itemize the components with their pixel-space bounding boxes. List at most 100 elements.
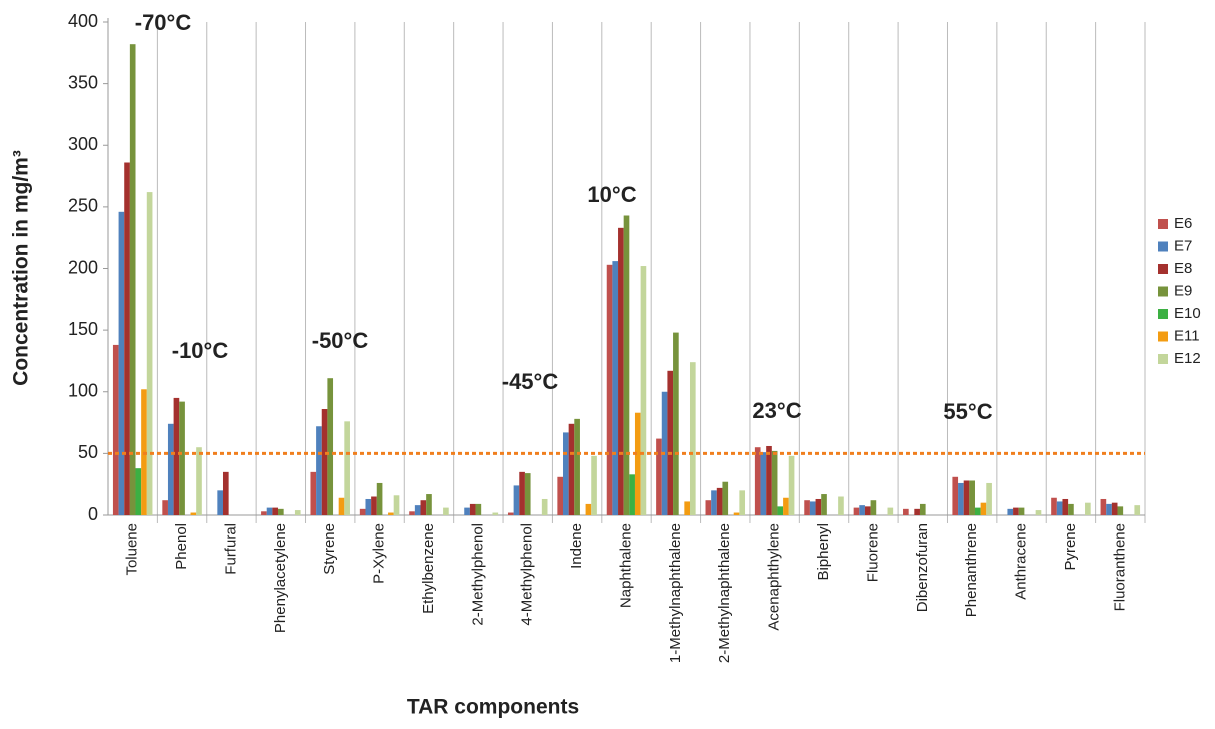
- bar: [1134, 505, 1141, 515]
- bar: [771, 450, 778, 515]
- legend-label: E10: [1174, 305, 1201, 322]
- bar: [568, 423, 575, 515]
- bar: [1068, 503, 1074, 515]
- x-tick-label: Anthracene: [1013, 523, 1030, 600]
- bar: [310, 471, 317, 515]
- bar: [809, 501, 816, 515]
- y-tick-label: 300: [68, 134, 98, 154]
- bar: [112, 344, 119, 515]
- bar: [1035, 510, 1042, 515]
- bar: [618, 227, 624, 515]
- x-tick-label: Furfural: [222, 523, 239, 575]
- y-tick-label: 50: [78, 442, 98, 462]
- bar: [612, 261, 619, 515]
- legend-label: E12: [1174, 350, 1201, 367]
- bar: [316, 426, 322, 515]
- x-tick-label: Pyrene: [1062, 523, 1079, 571]
- bar: [338, 497, 345, 515]
- bar: [887, 507, 894, 515]
- bar: [557, 476, 564, 515]
- x-tick-label: Naphthalene: [617, 523, 634, 608]
- legend-label: E9: [1174, 282, 1192, 299]
- x-tick-label: Fluoranthene: [1111, 523, 1128, 611]
- y-tick-label: 100: [68, 381, 98, 401]
- bar: [684, 501, 690, 515]
- x-tick-label: P-Xylene: [371, 523, 388, 584]
- bar: [135, 468, 142, 515]
- bar: [492, 512, 499, 515]
- bar: [1051, 497, 1057, 515]
- bar: [1117, 506, 1124, 515]
- bar: [443, 507, 449, 515]
- x-tick-label: Fluorene: [864, 523, 881, 582]
- bar: [958, 482, 964, 515]
- bar: [1085, 502, 1091, 515]
- bar: [838, 496, 844, 515]
- bar: [327, 378, 334, 515]
- legend-swatch: [1158, 264, 1168, 274]
- bar: [1018, 507, 1025, 515]
- legend-swatch: [1158, 241, 1168, 252]
- bar: [507, 512, 514, 515]
- bar: [196, 447, 202, 515]
- bar: [376, 482, 383, 515]
- bar: [321, 409, 328, 515]
- bar: [469, 503, 476, 515]
- bar: [1111, 502, 1118, 515]
- bar: [217, 490, 223, 515]
- bar: [222, 471, 229, 515]
- bar: [129, 44, 136, 516]
- legend-swatch: [1158, 219, 1168, 229]
- bar: [146, 192, 153, 515]
- x-tick-label: 2-Methylphenol: [469, 523, 486, 626]
- bar: [986, 482, 992, 515]
- x-tick-label: Phenanthrene: [963, 523, 980, 617]
- bar: [667, 370, 674, 515]
- bar: [524, 473, 531, 515]
- x-tick-label: Phenol: [173, 523, 190, 570]
- x-tick-label: Toluene: [124, 523, 141, 576]
- x-tick-label: Ethylbenzene: [420, 523, 437, 614]
- bar: [705, 500, 712, 515]
- bar: [563, 432, 569, 515]
- y-tick-label: 150: [68, 319, 98, 339]
- x-tick-label: Phenylacetylene: [272, 523, 289, 633]
- legend-swatch: [1158, 331, 1168, 342]
- bar: [783, 497, 789, 515]
- bar: [591, 455, 597, 515]
- bar: [294, 510, 301, 515]
- bar: [815, 498, 822, 515]
- bar: [359, 508, 366, 515]
- y-tick-label: 0: [88, 504, 98, 524]
- legend-swatch: [1158, 354, 1168, 364]
- bar: [371, 496, 377, 515]
- annotation: -50°C: [312, 328, 369, 353]
- bar: [754, 447, 761, 515]
- bar: [629, 474, 635, 515]
- bar: [722, 481, 729, 515]
- bar: [656, 438, 662, 515]
- bar: [777, 506, 784, 515]
- bar: [606, 264, 613, 515]
- annotation: 10°C: [587, 182, 636, 207]
- x-tick-label: Acenaphthylene: [766, 523, 783, 631]
- bar: [963, 480, 970, 515]
- bar: [914, 508, 920, 515]
- x-tick-label: 1-Methylnaphthalene: [667, 523, 684, 663]
- bar: [409, 511, 415, 515]
- bar: [739, 490, 746, 515]
- bar: [952, 476, 959, 515]
- x-tick-label: Indene: [568, 523, 585, 569]
- bar: [733, 512, 740, 515]
- bar: [1007, 508, 1014, 515]
- bar: [974, 507, 981, 515]
- bar: [760, 452, 767, 515]
- bar: [1013, 507, 1019, 515]
- bar: [278, 508, 284, 515]
- bar: [640, 266, 647, 515]
- bar: [167, 423, 174, 515]
- x-tick-label: 4-Methylphenol: [519, 523, 536, 626]
- bar: [266, 507, 273, 515]
- y-tick-label: 250: [68, 196, 98, 216]
